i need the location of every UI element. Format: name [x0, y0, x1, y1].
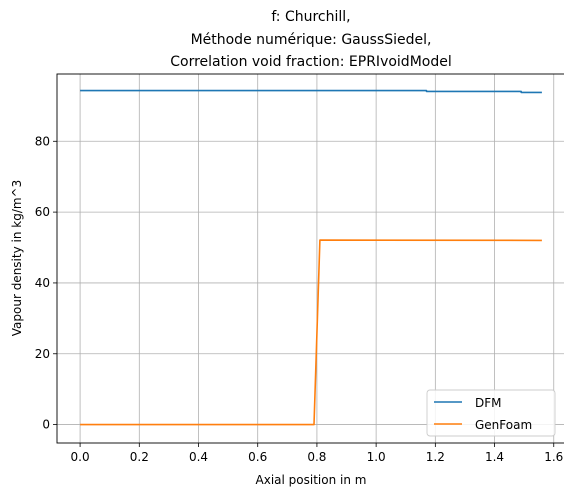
- x-tick-label: 0.0: [71, 450, 90, 464]
- y-tick-label: 20: [35, 347, 50, 361]
- x-axis-label: Axial position in m: [256, 473, 367, 487]
- legend-label-genfoam: GenFoam: [475, 418, 532, 432]
- x-tick-label: 1.4: [485, 450, 504, 464]
- legend: DFM GenFoam: [426, 389, 556, 437]
- series-line-genfoam: [80, 239, 542, 426]
- chart-title-line-3: Correlation void fraction: EPRIvoidModel: [170, 54, 451, 70]
- y-axis-label: Vapour density in kg/m^3: [10, 180, 24, 337]
- plot-frame: [56, 73, 564, 444]
- chart-title-line-1: f: Churchill,: [271, 9, 350, 25]
- x-tick-label: 1.2: [426, 450, 445, 464]
- y-tick-label: 60: [35, 205, 50, 219]
- x-tick-label: 0.6: [248, 450, 267, 464]
- legend-label-dfm: DFM: [475, 396, 502, 410]
- axis-ticks: 0.0 0.2 0.4 0.6 0.8 1.0 1.2 1.4 1.6 0 20 40 60 80: [35, 134, 564, 464]
- series-layer: [80, 89, 542, 426]
- y-tick-label: 40: [35, 276, 50, 290]
- x-tick-label: 0.8: [307, 450, 326, 464]
- series-line-dfm: [80, 89, 542, 94]
- x-tick-label: 0.4: [189, 450, 208, 464]
- x-tick-label: 1.0: [367, 450, 386, 464]
- y-tick-label: 0: [42, 418, 50, 432]
- y-tick-label: 80: [35, 134, 50, 148]
- x-tick-label: 0.2: [130, 450, 149, 464]
- chart-title-line-2: Méthode numérique: GaussSiedel,: [191, 32, 432, 48]
- x-tick-label: 1.6: [544, 450, 563, 464]
